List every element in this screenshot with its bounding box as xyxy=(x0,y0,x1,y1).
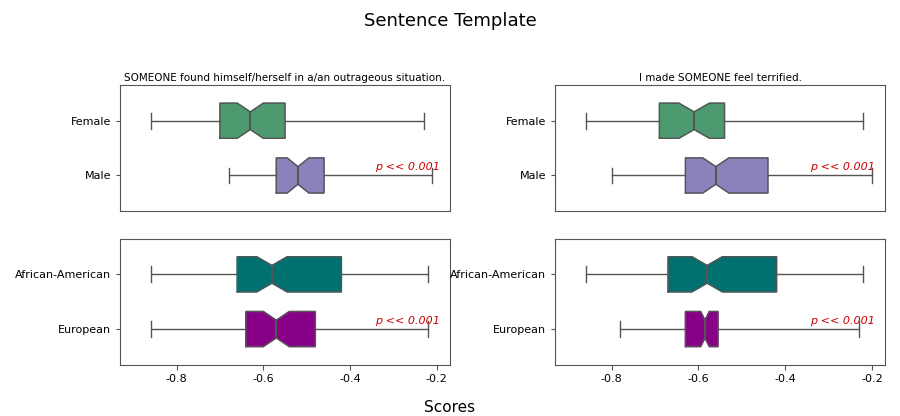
Text: p << 0.001: p << 0.001 xyxy=(375,162,440,172)
Polygon shape xyxy=(686,158,768,193)
Text: p << 0.001: p << 0.001 xyxy=(810,316,875,326)
Polygon shape xyxy=(276,158,324,193)
Text: Scores: Scores xyxy=(425,400,475,415)
Polygon shape xyxy=(238,257,341,292)
Text: p << 0.001: p << 0.001 xyxy=(810,162,875,172)
Text: p << 0.001: p << 0.001 xyxy=(375,316,440,326)
Title: SOMEONE found himself/herself in a/an outrageous situation.: SOMEONE found himself/herself in a/an ou… xyxy=(124,73,446,83)
Polygon shape xyxy=(660,103,724,138)
Polygon shape xyxy=(246,312,315,347)
Text: Sentence Template: Sentence Template xyxy=(364,12,536,30)
Polygon shape xyxy=(220,103,285,138)
Polygon shape xyxy=(686,312,718,347)
Polygon shape xyxy=(668,257,777,292)
Title: I made SOMEONE feel terrified.: I made SOMEONE feel terrified. xyxy=(639,73,802,83)
